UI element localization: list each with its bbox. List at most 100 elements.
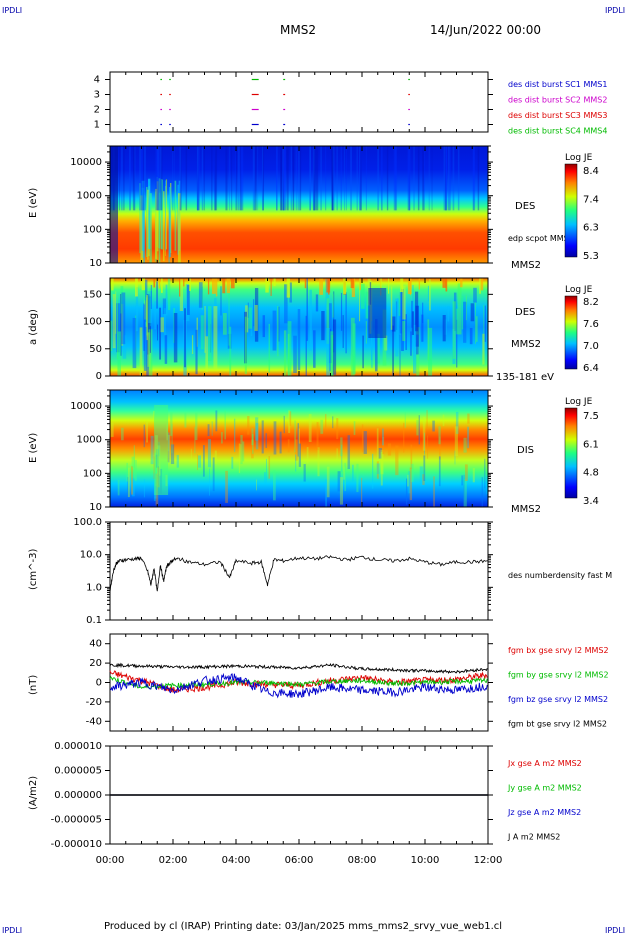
- pitch-stripe: [211, 278, 216, 294]
- dis-stripe: [347, 435, 351, 470]
- des-stripe: [158, 146, 160, 211]
- des-stripe: [309, 146, 311, 211]
- pitch-stripe: [252, 299, 255, 327]
- des-stripe: [148, 178, 151, 249]
- pitch-stripe: [132, 317, 137, 369]
- dis-stripe: [361, 477, 363, 507]
- y-tick-label: -0.000010: [51, 839, 102, 850]
- des-stripe: [254, 146, 257, 211]
- pitch-stripe: [297, 309, 301, 370]
- des-stripe: [132, 146, 135, 211]
- des-label: DES: [515, 201, 535, 212]
- dis-stripe: [297, 423, 299, 457]
- pitch-stripe: [139, 327, 143, 376]
- pitch-stripe: [352, 323, 356, 375]
- des-stripe: [180, 146, 182, 211]
- x-tick-label: 06:00: [285, 855, 314, 866]
- des-stripe: [325, 146, 327, 211]
- y-tick-label: 2: [94, 105, 100, 116]
- dis-stripe: [353, 421, 356, 435]
- pitch-stripe: [470, 303, 475, 322]
- des-stripe: [237, 146, 240, 211]
- dis-stripe: [351, 464, 354, 482]
- density-ylabel: (cm^-3): [28, 549, 39, 590]
- pitch-stripe: [309, 289, 312, 351]
- des-stripe: [215, 146, 218, 211]
- dis-stripe: [215, 410, 218, 432]
- pitch-stripe: [350, 278, 354, 289]
- dis-stripe: [410, 444, 413, 470]
- y-tick-label: 100: [83, 317, 102, 328]
- pitch-stripe: [409, 278, 411, 296]
- scpot-label: edp scpot MMS2: [508, 234, 574, 243]
- des-stripe: [282, 146, 285, 211]
- dis-stripe: [184, 412, 187, 428]
- dis-stripe: [438, 456, 441, 487]
- des-stripe: [263, 146, 265, 211]
- dis-stripe: [378, 447, 382, 459]
- des-stripe: [229, 146, 230, 211]
- des-energy-colorbar-title: Log JE: [565, 153, 593, 163]
- dis-stripe: [376, 463, 380, 475]
- pitch-stripe: [456, 308, 459, 335]
- dis-stripe: [427, 435, 429, 459]
- dis-bottom-label: MMS2: [511, 504, 541, 515]
- y-tick-label: 1000: [77, 435, 102, 446]
- pitch-stripe: [287, 333, 290, 376]
- pitch-stripe: [278, 306, 280, 342]
- pitch-stripe: [272, 310, 277, 351]
- dis-stripe: [395, 445, 399, 476]
- pitch-stripe: [427, 285, 429, 302]
- pitch-stripe: [392, 325, 394, 376]
- des-energy-panel: 10 100 1000 10000 E (eV) DES edp scpot MMS2…: [28, 145, 599, 271]
- pitch-stripe: [179, 278, 181, 297]
- dis-stripe: [337, 471, 341, 492]
- dis-stripe: [422, 474, 425, 485]
- dis-stripe: [265, 458, 267, 484]
- pitch-stripe: [412, 324, 417, 374]
- des-stripe: [161, 179, 164, 250]
- pitch-stripe: [289, 282, 292, 303]
- dis-energy-ylabel: E (eV): [28, 433, 39, 463]
- colorbar-tick-label: 4.8: [583, 468, 599, 479]
- des-stripe: [261, 146, 264, 211]
- dis-stripe: [339, 477, 344, 505]
- dis-stripe: [320, 419, 324, 434]
- pitch-stripe: [452, 301, 456, 359]
- dis-stripe: [463, 479, 467, 507]
- des-stripe: [155, 146, 158, 211]
- pitch-stripe: [146, 295, 149, 341]
- dis-energy-spectrogram: [110, 390, 488, 507]
- des-stripe: [282, 146, 284, 211]
- colorbar-tick-label: 6.3: [583, 223, 599, 234]
- dis-stripe: [472, 468, 475, 483]
- bfield-series-line: [109, 662, 488, 675]
- pitch-stripe: [427, 319, 430, 361]
- pitch-stripe: [429, 279, 431, 311]
- dis-stripe: [382, 436, 385, 455]
- pitch-angle-colorbar: Log JE 8.2 7.6 7.0 6.4: [564, 285, 599, 374]
- dis-stripe: [224, 410, 226, 440]
- pitch-stripe: [179, 279, 184, 312]
- pitch-stripe: [463, 301, 467, 343]
- current-ylabel: (A/m2): [28, 776, 39, 810]
- dis-stripe: [242, 441, 245, 462]
- dis-stripe: [380, 451, 383, 486]
- dis-stripe: [439, 436, 441, 460]
- pitch-stripe: [380, 278, 382, 287]
- des-stripe: [360, 146, 362, 211]
- dis-stripe: [340, 437, 343, 457]
- dis-stripe: [287, 439, 290, 453]
- density-line: [109, 555, 489, 592]
- y-tick-label: 1.0: [86, 582, 102, 593]
- y-tick-label: 150: [83, 289, 102, 300]
- dis-stripe: [336, 418, 339, 440]
- pitch-stripe: [283, 330, 287, 376]
- pitch-stripe: [207, 278, 210, 295]
- y-tick-label: 10: [89, 502, 102, 513]
- pitch-colorbar-title: Log JE: [565, 285, 593, 295]
- pitch-stripe: [395, 298, 399, 357]
- dis-stripe: [463, 437, 467, 453]
- pitch-stripe: [359, 278, 361, 291]
- datetime-title: 14/Jun/2022 00:00: [430, 23, 541, 37]
